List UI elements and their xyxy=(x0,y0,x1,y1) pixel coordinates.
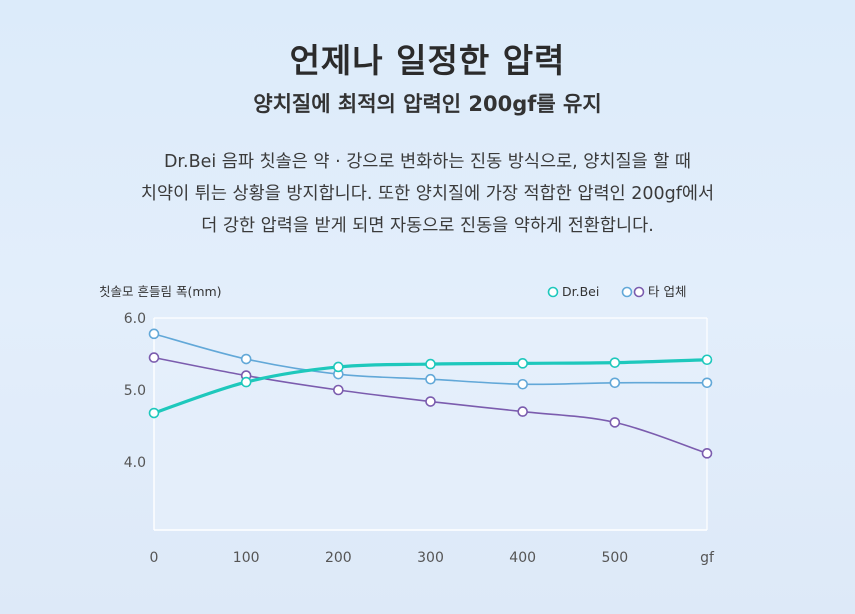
page-title: 언제나 일정한 압력 xyxy=(289,41,566,80)
x-tick-label: gf xyxy=(700,550,715,566)
other-series-blue-point xyxy=(517,378,528,390)
description: Dr.Bei 음파 칫솔은 약 · 강으로 변화하는 진동 방식으로, 양치질을… xyxy=(0,146,855,242)
x-tick-label: 200 xyxy=(325,550,352,566)
x-tick-label: 0 xyxy=(150,550,159,566)
x-tick-label: 500 xyxy=(601,550,628,566)
other-series-purple-point xyxy=(148,352,160,363)
description-line: 더 강한 압력을 받게 되면 자동으로 진동을 약하게 전환합니다. xyxy=(201,216,654,236)
legend-drbei-label: Dr.Bei xyxy=(562,284,599,299)
y-axis-label: 칫솔모 흔들림 폭(mm) xyxy=(99,284,222,299)
x-tick-label: 400 xyxy=(509,550,536,566)
other-series-purple-point xyxy=(609,417,621,428)
x-tick-label: 300 xyxy=(417,550,444,566)
y-tick-label: 6.0 xyxy=(124,311,146,327)
other-series-purple-point xyxy=(517,406,528,417)
legend-other-marker-blue xyxy=(621,286,633,298)
y-tick-label: 5.0 xyxy=(124,383,146,399)
page-subtitle: 양치질에 최적의 압력인 200gf를 유지 xyxy=(253,92,602,116)
drbei-series-point xyxy=(701,354,713,366)
drbei-series-point xyxy=(425,358,436,370)
other-series-blue-point xyxy=(148,328,160,340)
drbei-series-point xyxy=(240,376,252,388)
legend-drbei-marker xyxy=(547,286,559,298)
x-tick-label: 100 xyxy=(233,550,260,566)
other-series-blue-point xyxy=(425,373,436,385)
other-series-blue-point xyxy=(701,377,713,389)
other-series-purple-point xyxy=(333,384,344,396)
drbei-series-point xyxy=(609,357,621,368)
drbei-series-point xyxy=(517,358,528,369)
description-line: 치약이 튀는 상황을 방지합니다. 또한 양치질에 가장 적합한 압력인 200… xyxy=(140,184,715,204)
description-line: Dr.Bei 음파 칫솔은 약 · 강으로 변화하는 진동 방식으로, 양치질을… xyxy=(163,152,692,172)
drbei-series-point xyxy=(333,361,344,373)
legend-other-marker-purple xyxy=(633,286,645,298)
legend-other-label: 타 업체 xyxy=(648,284,686,299)
other-series-purple-point xyxy=(425,396,436,407)
other-series-blue-point xyxy=(240,353,252,365)
y-tick-label: 4.0 xyxy=(124,455,146,471)
other-series-blue-point xyxy=(609,377,621,389)
drbei-series-point xyxy=(148,407,160,419)
other-series-purple-point xyxy=(701,448,713,459)
